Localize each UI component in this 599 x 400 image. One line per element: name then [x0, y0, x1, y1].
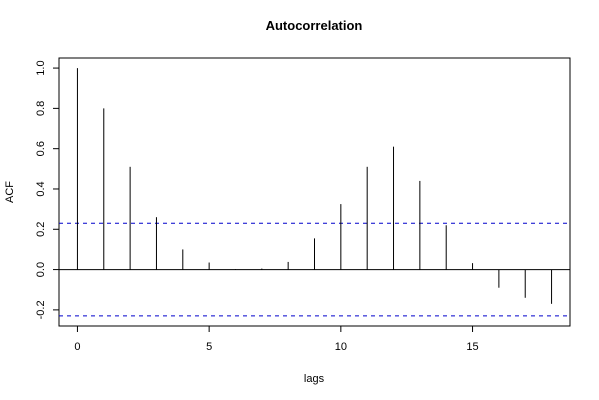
x-tick-label: 0: [74, 341, 80, 353]
y-tick-label: 0.0: [35, 262, 47, 277]
x-tick-label: 10: [335, 341, 347, 353]
y-axis-label: ACF: [4, 181, 16, 203]
y-tick-label: 1.0: [35, 60, 47, 75]
y-axis: -0.2 0.0 0.2 0.4 0.6 0.8 1.0: [35, 60, 60, 319]
chart-title: Autocorrelation: [266, 18, 363, 33]
plot-frame: [58, 57, 571, 327]
y-tick-label: 0.2: [35, 222, 47, 237]
y-tick-label: 0.4: [35, 181, 47, 196]
acf-bars: [76, 68, 553, 304]
x-axis: 0 5 10 15: [74, 325, 479, 353]
y-tick-label: -0.2: [35, 300, 47, 319]
x-tick-label: 5: [206, 341, 212, 353]
y-tick-label: 0.6: [35, 141, 47, 156]
x-axis-label: lags: [304, 373, 325, 385]
x-tick-label: 15: [466, 341, 478, 353]
y-tick-label: 0.8: [35, 101, 47, 116]
